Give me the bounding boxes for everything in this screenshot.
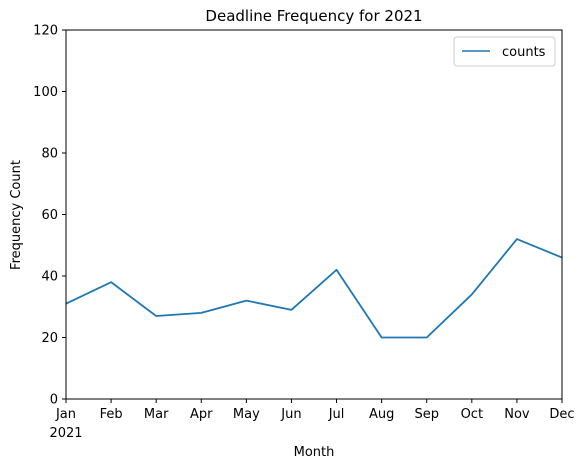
x-axis-ticks: Jan Feb Mar Apr May Jun Jul Aug Sep Oct Nov Dec 2021 [49, 399, 575, 441]
y-tick-label: 40 [41, 270, 58, 285]
x-tick-label: Nov [504, 407, 530, 422]
x-tick-label: Sep [414, 407, 439, 422]
y-tick-label: 100 [33, 85, 58, 100]
y-tick-label: 120 [33, 24, 58, 39]
y-tick-label: 60 [41, 208, 58, 223]
x-tick-label: Mar [144, 407, 169, 422]
x-tick-label: Oct [461, 407, 483, 422]
y-axis-label: Frequency Count [9, 160, 24, 270]
chart-title: Deadline Frequency for 2021 [205, 7, 422, 25]
x-tick-label: Feb [100, 407, 123, 422]
y-tick-label: 0 [50, 393, 58, 408]
y-tick-label: 80 [41, 147, 58, 162]
y-axis-ticks: 0 20 40 60 80 100 120 [33, 24, 66, 408]
x-tick-label: Aug [369, 407, 394, 422]
series-line-counts [65, 238, 563, 339]
x-tick-label: Jun [280, 407, 301, 422]
x-tick-year-label: 2021 [49, 426, 82, 441]
x-tick-label: Jan [55, 407, 76, 422]
legend: counts [453, 36, 556, 67]
x-tick-label: Jul [328, 407, 345, 422]
y-tick-label: 20 [41, 331, 58, 346]
x-tick-label: May [233, 407, 260, 422]
x-tick-label: Dec [549, 407, 574, 422]
series-group [65, 238, 563, 339]
x-axis-label: Month [294, 445, 335, 460]
plot-frame [65, 29, 563, 400]
legend-label-counts: counts [502, 45, 546, 60]
x-tick-label: Apr [190, 407, 213, 422]
legend-box [453, 36, 556, 67]
